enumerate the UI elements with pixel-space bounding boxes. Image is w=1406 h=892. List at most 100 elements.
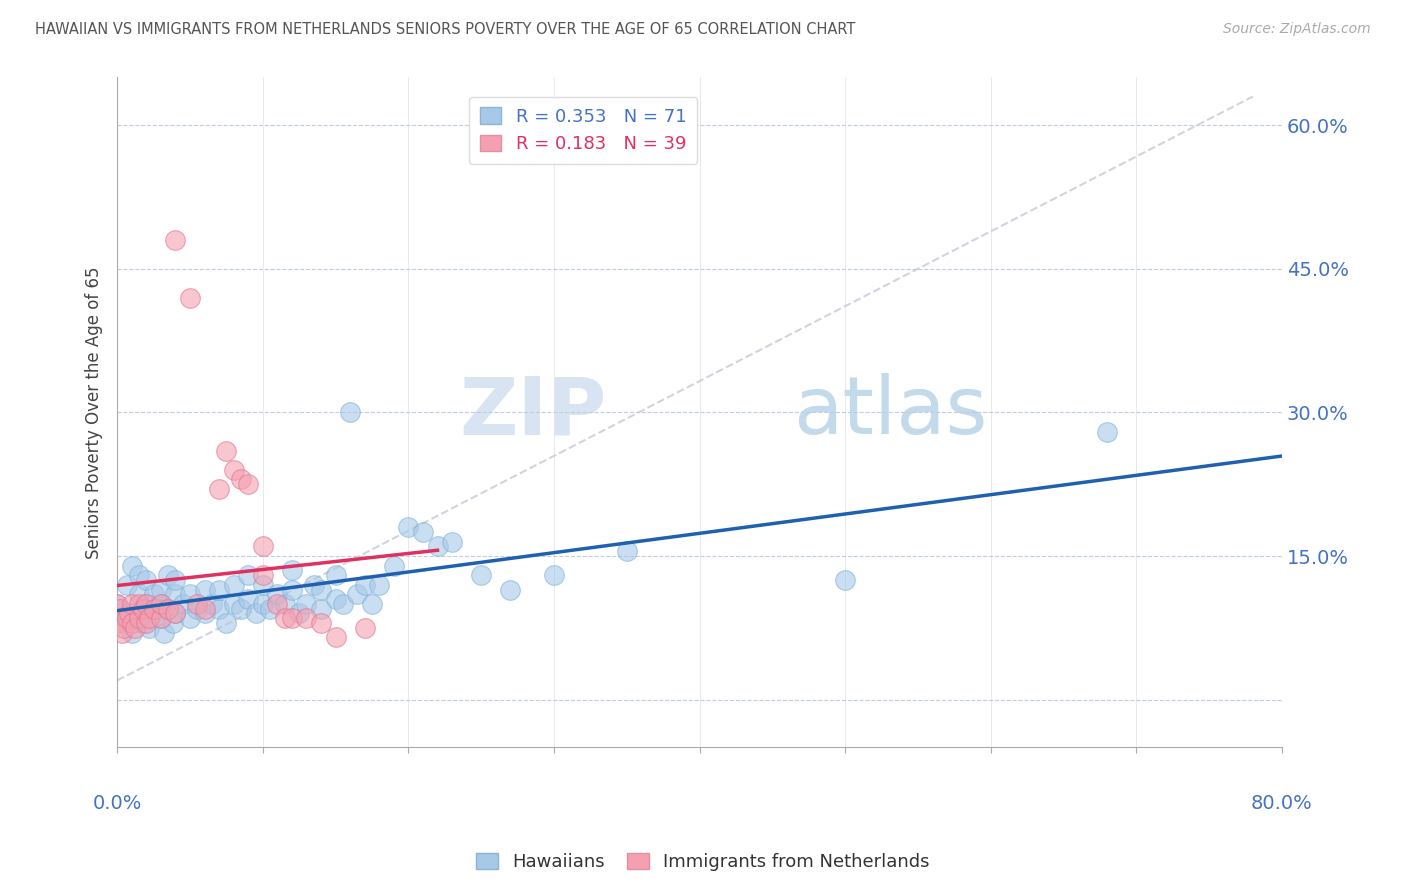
Point — [135, 597, 157, 611]
Point — [121, 558, 143, 573]
Point — [138, 621, 160, 635]
Point — [179, 587, 201, 601]
Point — [368, 578, 391, 592]
Point — [157, 601, 180, 615]
Point — [441, 534, 464, 549]
Point — [295, 611, 318, 625]
Point — [105, 597, 128, 611]
Point — [105, 615, 128, 630]
Point — [426, 540, 449, 554]
Text: 80.0%: 80.0% — [1251, 795, 1313, 814]
Point — [309, 601, 332, 615]
Point — [273, 611, 295, 625]
Point — [105, 597, 128, 611]
Point — [142, 607, 165, 621]
Point — [325, 631, 347, 645]
Point — [121, 597, 143, 611]
Point — [149, 597, 172, 611]
Point — [157, 601, 180, 615]
Point — [309, 615, 332, 630]
Point — [229, 473, 252, 487]
Point — [157, 568, 180, 582]
Point — [325, 592, 347, 607]
Text: Source: ZipAtlas.com: Source: ZipAtlas.com — [1223, 22, 1371, 37]
Point — [193, 582, 215, 597]
Point — [273, 597, 295, 611]
Point — [499, 582, 522, 597]
Point — [152, 625, 174, 640]
Point — [252, 568, 274, 582]
Legend: Hawaiians, Immigrants from Netherlands: Hawaiians, Immigrants from Netherlands — [470, 846, 936, 879]
Point — [281, 582, 304, 597]
Point — [179, 291, 201, 305]
Point — [117, 578, 139, 592]
Point — [186, 601, 208, 615]
Point — [252, 540, 274, 554]
Point — [259, 601, 281, 615]
Point — [128, 611, 150, 625]
Point — [193, 601, 215, 615]
Text: atlas: atlas — [793, 374, 987, 451]
Point — [238, 568, 260, 582]
Point — [470, 568, 492, 582]
Point — [252, 597, 274, 611]
Point — [165, 607, 187, 621]
Point — [165, 573, 187, 587]
Point — [1097, 425, 1119, 439]
Point — [222, 597, 245, 611]
Point — [295, 597, 318, 611]
Text: 0.0%: 0.0% — [93, 795, 142, 814]
Point — [132, 601, 155, 615]
Point — [149, 611, 172, 625]
Text: HAWAIIAN VS IMMIGRANTS FROM NETHERLANDS SENIORS POVERTY OVER THE AGE OF 65 CORRE: HAWAIIAN VS IMMIGRANTS FROM NETHERLANDS … — [35, 22, 855, 37]
Text: ZIP: ZIP — [460, 374, 606, 451]
Point — [353, 578, 375, 592]
Point — [281, 563, 304, 577]
Point — [332, 597, 354, 611]
Point — [193, 607, 215, 621]
Point — [124, 621, 146, 635]
Point — [325, 568, 347, 582]
Point — [142, 601, 165, 615]
Point — [110, 625, 132, 640]
Point — [172, 597, 194, 611]
Point — [288, 607, 311, 621]
Point — [114, 621, 136, 635]
Point — [222, 463, 245, 477]
Point — [215, 615, 238, 630]
Point — [186, 597, 208, 611]
Point — [208, 482, 231, 496]
Point — [201, 597, 224, 611]
Point — [135, 597, 157, 611]
Point — [339, 405, 361, 419]
Point — [222, 578, 245, 592]
Point — [135, 615, 157, 630]
Point — [117, 611, 139, 625]
Point — [162, 615, 184, 630]
Point — [543, 568, 565, 582]
Point — [382, 558, 405, 573]
Point — [229, 601, 252, 615]
Point — [396, 520, 419, 534]
Point — [245, 607, 267, 621]
Point — [128, 597, 150, 611]
Point — [412, 525, 434, 540]
Point — [124, 607, 146, 621]
Point — [834, 573, 856, 587]
Point — [616, 544, 638, 558]
Point — [132, 615, 155, 630]
Point — [121, 615, 143, 630]
Point — [266, 597, 288, 611]
Point — [252, 578, 274, 592]
Point — [208, 582, 231, 597]
Point — [118, 607, 141, 621]
Point — [114, 615, 136, 630]
Point — [135, 573, 157, 587]
Point — [238, 592, 260, 607]
Y-axis label: Seniors Poverty Over the Age of 65: Seniors Poverty Over the Age of 65 — [86, 266, 103, 558]
Point — [165, 587, 187, 601]
Point — [149, 597, 172, 611]
Point — [361, 597, 384, 611]
Point — [128, 587, 150, 601]
Point — [149, 611, 172, 625]
